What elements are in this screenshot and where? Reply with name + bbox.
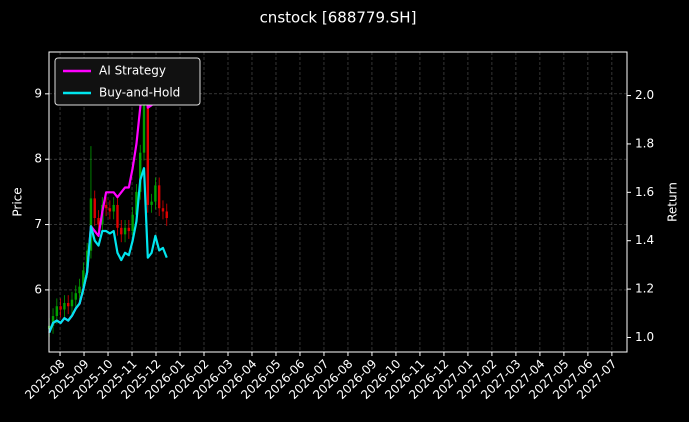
candle <box>131 206 134 239</box>
candle <box>112 197 115 220</box>
legend-label: AI Strategy <box>99 64 166 78</box>
candle-body <box>89 198 93 251</box>
candle <box>120 219 123 243</box>
y2-tick-label: 1.0 <box>635 330 654 344</box>
candle-body <box>78 286 81 294</box>
candle-body <box>157 185 161 209</box>
candle-body <box>51 316 55 326</box>
legend: AI Strategy Buy-and-Hold <box>54 57 201 106</box>
y2-tick-label: 1.4 <box>635 233 654 247</box>
candle-body <box>165 211 168 219</box>
chart-title: cnstock [688779.SH] <box>260 9 417 27</box>
candle-body <box>142 80 146 153</box>
candle-body <box>104 204 108 209</box>
candle-body <box>55 306 59 317</box>
plot-frame <box>48 51 628 353</box>
y-tick-label: 7 <box>34 217 42 231</box>
candle <box>78 278 81 302</box>
candle-body <box>127 227 131 232</box>
candle <box>70 291 74 315</box>
candle <box>165 203 168 226</box>
candle <box>104 197 108 217</box>
candle <box>150 193 153 213</box>
candle-body <box>66 302 70 307</box>
candle <box>59 298 62 318</box>
candle <box>97 210 100 233</box>
y-tick-label: 8 <box>34 152 42 166</box>
y2-tick-label: 1.6 <box>635 185 654 199</box>
y-tick-label: 9 <box>34 86 42 100</box>
y2-tick-label: 2.0 <box>635 88 654 102</box>
candle-body <box>123 227 127 235</box>
candle-body <box>154 185 157 202</box>
candle-body <box>108 208 112 212</box>
y-axis-label: Price <box>11 187 25 216</box>
candle-body <box>112 204 115 212</box>
candle-body <box>74 293 77 300</box>
candle <box>154 177 157 210</box>
candle-body <box>70 299 74 307</box>
candle-body <box>63 302 66 310</box>
candle-body <box>161 208 165 212</box>
y2-tick-label: 1.2 <box>635 282 654 296</box>
series-line <box>48 167 168 334</box>
candle-body <box>120 227 123 235</box>
legend-box <box>54 57 201 106</box>
candle-body <box>97 218 100 225</box>
y2-tick-label: 1.8 <box>635 136 654 150</box>
candle <box>108 200 112 220</box>
candle-body <box>131 214 134 232</box>
legend-label: Buy-and-Hold <box>99 86 180 100</box>
candle <box>127 219 131 239</box>
candle-body <box>82 270 85 287</box>
candle-body <box>93 198 96 219</box>
y-tick-label: 6 <box>34 282 42 296</box>
candle-body <box>59 306 62 310</box>
candle-body <box>146 80 150 205</box>
y2-axis-label: Return <box>666 182 680 222</box>
candle <box>89 146 93 259</box>
candle <box>66 295 70 315</box>
candle <box>51 308 55 334</box>
candle <box>74 285 77 308</box>
candle <box>116 197 119 236</box>
candle <box>93 190 96 226</box>
candle-body <box>139 152 142 192</box>
candle-body <box>116 204 119 228</box>
candle <box>161 200 165 220</box>
candle <box>157 177 161 217</box>
candle-body <box>150 201 153 205</box>
candle <box>63 295 66 318</box>
candle <box>123 219 127 243</box>
candle-body <box>135 191 138 215</box>
